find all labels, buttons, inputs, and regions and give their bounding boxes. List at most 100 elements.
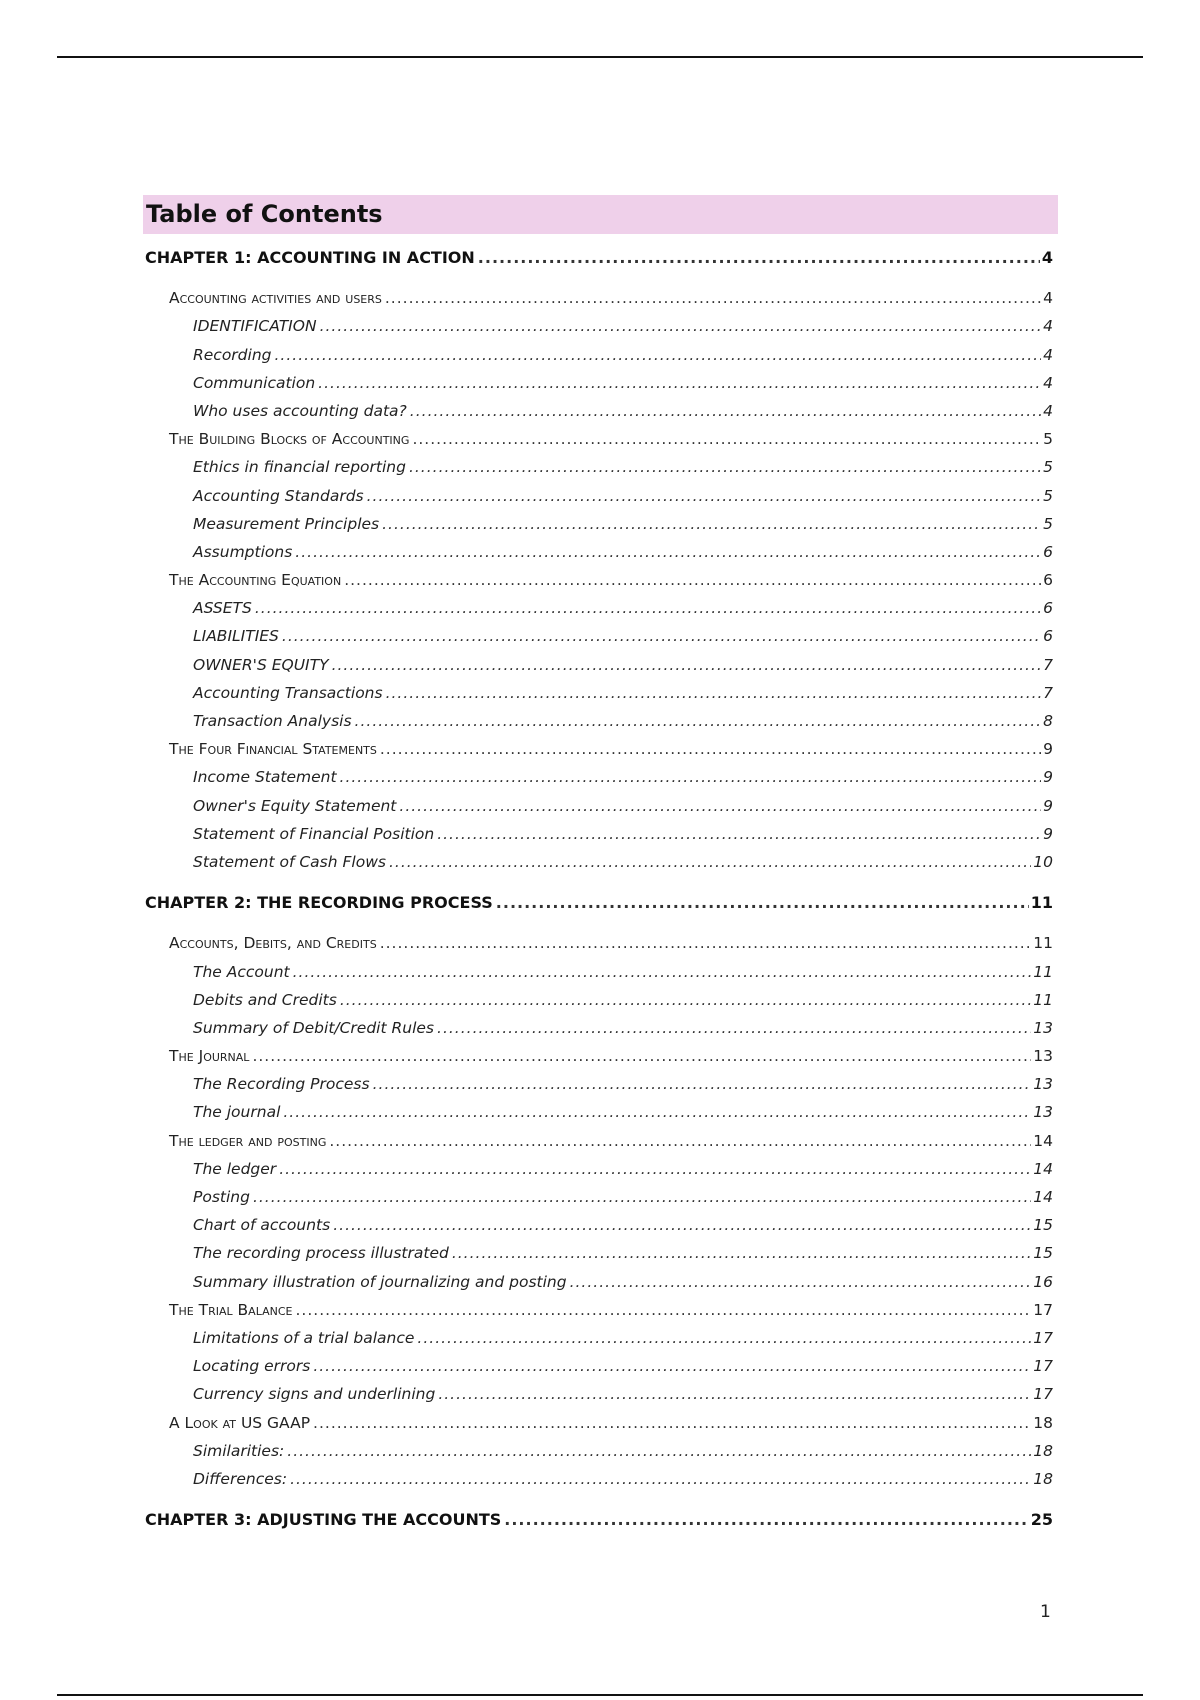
toc-entry-page: 14 <box>1033 1188 1053 1206</box>
toc-entry-chapter[interactable]: CHAPTER 1: ACCOUNTING IN ACTION 4 <box>145 244 1053 272</box>
dot-leader <box>386 679 1042 707</box>
toc-entry-page: 6 <box>1043 571 1053 590</box>
toc-entry-label: Accounting Transactions <box>193 683 383 702</box>
toc-entry-page: 5 <box>1043 458 1053 477</box>
toc-entry-label: LIABILITIES <box>193 627 279 646</box>
toc-entry-label: Ethics in financial reporting <box>193 458 406 477</box>
toc-entry-label: Recording <box>193 345 272 364</box>
toc-entry-section[interactable]: The ledger and posting 14 <box>145 1127 1053 1155</box>
dot-leader <box>385 284 1041 312</box>
toc-entry-page: 7 <box>1043 683 1053 702</box>
toc-entry-page: 11 <box>1033 962 1053 981</box>
toc-entry-sub[interactable]: The Account 11 <box>145 958 1053 986</box>
toc-entry-sub[interactable]: The journal 13 <box>145 1098 1053 1126</box>
dot-leader <box>333 1211 1031 1239</box>
toc-entry-sub[interactable]: OWNER'S EQUITY 7 <box>145 651 1053 679</box>
toc-entry-sub[interactable]: Similarities: 18 <box>145 1437 1053 1465</box>
toc-entry-label: Accounting activities and users <box>169 289 382 308</box>
toc-entry-sub[interactable]: Summary of Debit/Credit Rules 13 <box>145 1014 1053 1042</box>
toc-entry-sub[interactable]: Chart of accounts 15 <box>145 1211 1053 1239</box>
toc-entry-label: The Trial Balance <box>169 1300 293 1319</box>
dot-leader <box>438 1380 1031 1408</box>
toc-entry-sub[interactable]: Ethics in financial reporting 5 <box>145 453 1053 481</box>
toc-entry-page: 9 <box>1043 768 1053 787</box>
toc-entry-page: 9 <box>1043 740 1053 759</box>
toc-entry-sub[interactable]: Statement of Financial Position 9 <box>145 820 1053 848</box>
toc-entry-page: 13 <box>1033 1018 1053 1037</box>
toc-entry-page: 11 <box>1033 990 1053 1009</box>
toc-entry-page: 4 <box>1043 289 1053 308</box>
dot-leader <box>252 1042 1031 1070</box>
toc-entry-sub[interactable]: Debits and Credits 11 <box>145 986 1053 1014</box>
dot-leader <box>382 510 1041 538</box>
toc-entry-label: CHAPTER 1: ACCOUNTING IN ACTION <box>145 248 475 267</box>
toc-entry-section[interactable]: The Accounting Equation 6 <box>145 566 1053 594</box>
dot-leader <box>295 1296 1031 1324</box>
toc-entry-sub[interactable]: Assumptions 6 <box>145 538 1053 566</box>
dot-leader <box>410 397 1041 425</box>
toc-entry-label: Summary of Debit/Credit Rules <box>193 1018 435 1037</box>
dot-leader <box>570 1268 1032 1296</box>
dot-leader <box>275 341 1042 369</box>
toc-entry-page: 18 <box>1033 1441 1053 1460</box>
toc-entry-page: 4 <box>1043 373 1053 392</box>
toc-entry-section[interactable]: The Four Financial Statements 9 <box>145 735 1053 763</box>
toc-entry-page: 15 <box>1033 1244 1053 1263</box>
toc-entry-page: 9 <box>1043 796 1053 815</box>
toc-entry-sub[interactable]: Accounting Standards 5 <box>145 482 1053 510</box>
toc-entry-page: 4 <box>1043 345 1053 364</box>
toc-entry-sub[interactable]: Locating errors 17 <box>145 1352 1053 1380</box>
toc-entry-sub[interactable]: Currency signs and underlining 17 <box>145 1380 1053 1408</box>
toc-entry-label: The ledger <box>193 1159 277 1178</box>
toc-entry-page: 13 <box>1033 1075 1053 1094</box>
toc-entry-section[interactable]: Accounts, Debits, and Credits 11 <box>145 929 1053 957</box>
toc-entry-sub[interactable]: Recording 4 <box>145 341 1053 369</box>
toc-entry-sub[interactable]: Differences: 18 <box>145 1465 1053 1493</box>
toc-entry-label: Accounting Standards <box>193 486 364 505</box>
header-rule <box>57 56 1143 58</box>
dot-leader <box>437 820 1041 848</box>
toc-entry-sub[interactable]: Communication 4 <box>145 369 1053 397</box>
toc-entry-label: Currency signs and underlining <box>193 1385 436 1404</box>
toc-entry-sub[interactable]: ASSETS 6 <box>145 594 1053 622</box>
toc-entry-sub[interactable]: IDENTIFICATION 4 <box>145 312 1053 340</box>
toc-entry-sub[interactable]: The recording process illustrated 15 <box>145 1239 1053 1267</box>
toc-entry-page: 17 <box>1033 1328 1053 1347</box>
toc-entry-section[interactable]: The Trial Balance 17 <box>145 1296 1053 1324</box>
toc-entry-sub[interactable]: Owner's Equity Statement 9 <box>145 792 1053 820</box>
dot-leader <box>253 1183 1031 1211</box>
toc-entry-sub[interactable]: Posting 14 <box>145 1183 1053 1211</box>
toc-entry-sub[interactable]: The Recording Process 13 <box>145 1070 1053 1098</box>
toc-entry-sub[interactable]: Limitations of a trial balance 17 <box>145 1324 1053 1352</box>
toc-entry-sub[interactable]: Summary illustration of journalizing and… <box>145 1268 1053 1296</box>
dot-leader <box>478 244 1040 272</box>
dot-leader <box>373 1070 1032 1098</box>
dot-leader <box>504 1506 1028 1534</box>
toc-entry-sub[interactable]: The ledger 14 <box>145 1155 1053 1183</box>
toc-entry-section[interactable]: The Building Blocks of Accounting 5 <box>145 425 1053 453</box>
dot-leader <box>282 622 1041 650</box>
toc-entry-page: 17 <box>1033 1357 1053 1376</box>
toc-entry-sub[interactable]: Measurement Principles 5 <box>145 510 1053 538</box>
toc-entry-sub[interactable]: Accounting Transactions 7 <box>145 679 1053 707</box>
dot-leader <box>283 1098 1031 1126</box>
toc-entry-sub[interactable]: LIABILITIES 6 <box>145 622 1053 650</box>
toc-entry-page: 17 <box>1033 1385 1053 1404</box>
toc-entry-page: 6 <box>1043 627 1053 646</box>
toc-entry-label: The Recording Process <box>193 1075 370 1094</box>
toc-entry-section[interactable]: A Look at US GAAP 18 <box>145 1409 1053 1437</box>
toc-entry-sub[interactable]: Statement of Cash Flows 10 <box>145 848 1053 876</box>
toc-entry-sub[interactable]: Transaction Analysis 8 <box>145 707 1053 735</box>
toc-entry-section[interactable]: Accounting activities and users 4 <box>145 284 1053 312</box>
toc-entry-page: 4 <box>1043 317 1053 336</box>
toc-entry-chapter[interactable]: CHAPTER 2: THE RECORDING PROCESS 11 <box>145 889 1053 917</box>
toc-entry-chapter[interactable]: CHAPTER 3: ADJUSTING THE ACCOUNTS 25 <box>145 1506 1053 1534</box>
dot-leader <box>452 1239 1031 1267</box>
toc-entry-page: 13 <box>1033 1103 1053 1122</box>
toc-title-band: Table of Contents <box>143 195 1058 234</box>
toc-entry-sub[interactable]: Income Statement 9 <box>145 763 1053 791</box>
toc-entry-page: 6 <box>1043 599 1053 618</box>
toc-entry-section[interactable]: The Journal 13 <box>145 1042 1053 1070</box>
toc-entry-page: 8 <box>1043 712 1053 730</box>
toc-entry-sub[interactable]: Who uses accounting data? 4 <box>145 397 1053 425</box>
